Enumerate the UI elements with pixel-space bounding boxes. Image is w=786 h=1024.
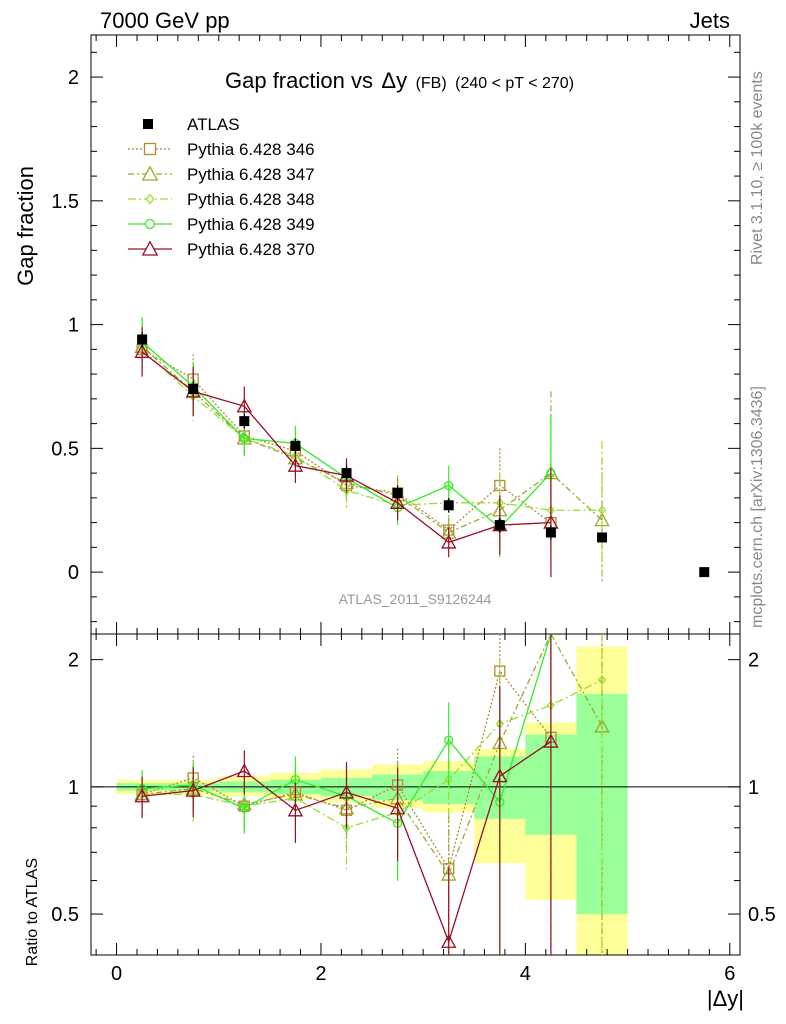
atlas-point [494, 520, 505, 531]
ratio-y-tick-label: 0.5 [51, 904, 79, 926]
series-1 [134, 322, 610, 583]
atlas-point [392, 487, 403, 498]
atlas-point [597, 532, 608, 543]
series-line [141, 348, 552, 531]
ratio-series-4 [134, 634, 559, 955]
ratio-point [444, 735, 454, 745]
chart-title: Gap fraction vs Δy (FB) (240 < pT < 270) [225, 68, 574, 93]
y-tick-label: 1 [68, 315, 79, 337]
series-line [141, 341, 552, 529]
legend-marker [143, 142, 157, 156]
atlas-point [699, 567, 710, 578]
axes: 0 2 4 6 0 0.5 1 1.5 2 0.5 0.5 1 1 2 2 [51, 34, 776, 985]
atlas-point [290, 440, 301, 451]
atlas-point [545, 527, 556, 538]
ratio-series-line [141, 669, 552, 871]
y-tick-label: 0.5 [51, 438, 79, 460]
ratio-point [185, 782, 201, 797]
ratio-plot [134, 632, 610, 955]
header-energy-label: 7000 GeV pp [100, 8, 230, 33]
series-point [441, 534, 457, 549]
series-line [141, 351, 551, 544]
ratio-y-axis-label: Ratio to ATLAS [24, 858, 41, 966]
ratio-point [389, 800, 406, 815]
header-process-label: Jets [690, 8, 730, 33]
legend-marker [145, 193, 155, 205]
y-tick-label: 1.5 [51, 191, 79, 213]
ratio-y-tick-label: 1 [68, 777, 79, 799]
ratio-point [441, 933, 457, 948]
ratio-point [236, 763, 253, 778]
chart-title-range: (240 < pT < 270) [455, 75, 574, 92]
series-point [389, 494, 406, 509]
legend-marker [141, 240, 159, 256]
ratio-series-line [142, 632, 603, 876]
chart-title-fb: (FB) [416, 75, 447, 92]
series-3 [137, 317, 556, 558]
series-point [236, 398, 253, 413]
series-4 [134, 327, 559, 578]
ratio-point [239, 803, 249, 813]
atlas-point [188, 383, 199, 394]
series-2 [138, 324, 607, 580]
x-tick-label: 6 [724, 963, 735, 985]
ratio-y-tick-label-right: 1 [748, 777, 759, 799]
ratio-point [134, 788, 150, 803]
ratio-point [597, 674, 607, 686]
series-point [287, 457, 304, 472]
atlas-data [137, 332, 710, 578]
ratio-point [287, 802, 304, 817]
ratio-y-tick-label-right: 2 [748, 650, 759, 672]
ratio-point [543, 733, 559, 748]
legend-marker [144, 218, 156, 230]
series-point [239, 433, 249, 444]
y-tick-label: 2 [68, 67, 79, 89]
ratio-point [338, 784, 355, 799]
series-line [141, 348, 603, 511]
series-point [134, 343, 150, 358]
legend-label: Pythia 6.428 349 [187, 215, 315, 234]
legend-marker [141, 165, 159, 181]
atlas-point [239, 416, 250, 427]
series-0 [136, 324, 557, 573]
mcplots-reference-label: mcplots.cern.ch [arXiv:1306.3436] [749, 386, 766, 628]
chart-title-symbol: Δy [381, 68, 407, 93]
main-y-axis-label: Gap fraction [13, 166, 38, 286]
legend-label: Pythia 6.428 370 [187, 240, 315, 259]
atlas-point [341, 468, 352, 479]
x-tick-label: 2 [315, 963, 326, 985]
analysis-watermark: ATLAS_2011_S9126244 [339, 591, 492, 607]
x-tick-label: 4 [520, 963, 531, 985]
ratio-y-tick-label: 2 [68, 650, 79, 672]
rivet-version-label: Rivet 3.1.10, ≥ 100k events [749, 71, 766, 265]
ratio-y-tick-label-right: 0.5 [748, 904, 776, 926]
legend: ATLAS Pythia 6.428 346 Pythia 6.428 347 Pyt… [128, 115, 315, 259]
legend-label: Pythia 6.428 348 [187, 190, 315, 209]
y-tick-label: 0 [68, 562, 79, 584]
series-line [141, 346, 603, 534]
series-point [597, 505, 607, 516]
x-axis-label: |Δy| [707, 986, 744, 1011]
series-point [444, 480, 454, 491]
legend-label: Pythia 6.428 347 [187, 165, 315, 184]
x-tick-label: 0 [111, 963, 122, 985]
legend-label: Pythia 6.428 346 [187, 140, 315, 159]
chart-title-main: Gap fraction vs [225, 68, 373, 93]
legend-label-atlas: ATLAS [187, 115, 240, 134]
ratio-plot-frame [90, 633, 741, 956]
ratio-series-line [142, 679, 603, 829]
main-plot [134, 317, 710, 583]
legend-marker-atlas [143, 119, 153, 129]
ratio-point [492, 768, 508, 783]
atlas-point [137, 334, 148, 345]
atlas-point [443, 500, 454, 511]
